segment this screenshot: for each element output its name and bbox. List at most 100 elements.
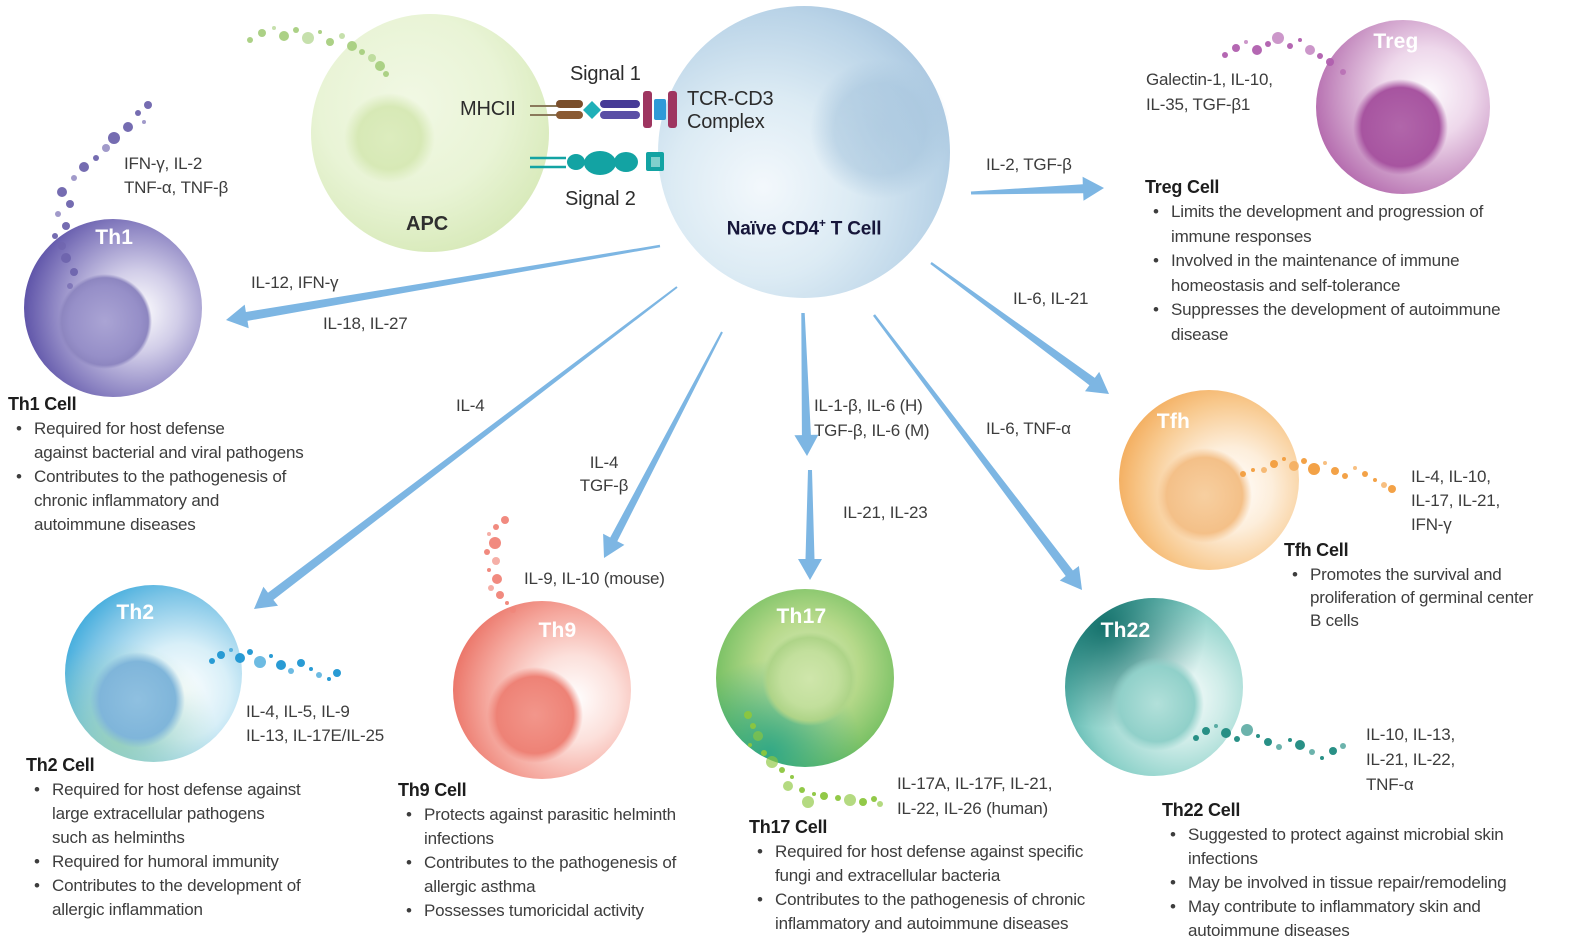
th17-info-block: Th17 Cell Required for host defense agai… <box>749 815 1169 936</box>
cytokine-dot <box>1276 744 1282 750</box>
cytokine-dot <box>235 653 245 663</box>
th9-nucleus <box>486 666 583 763</box>
cytokine-dot <box>1309 749 1315 755</box>
th9-cell: Th9 <box>453 601 631 779</box>
bullet-item: Involved in the maintenance of immune ho… <box>1145 249 1565 298</box>
cytokine-dot <box>1272 32 1284 44</box>
arrow-label-th9: IL-4 TGF-β <box>579 453 629 495</box>
cytokine-dot <box>279 31 289 41</box>
cytokine-dot <box>1388 485 1396 493</box>
tfh-secreted-cytokines: IL-4, IL-10, IL-17, IL-21, IFN-γ <box>1411 467 1501 534</box>
cytokine-dot <box>492 557 500 565</box>
arrow-naive-to-th17-expansion <box>798 470 822 580</box>
signal1-label: Signal 1 <box>570 63 641 85</box>
th2-cell-label: Th2 <box>116 600 155 624</box>
cytokine-dot <box>327 677 331 681</box>
cytokine-dot <box>779 767 785 773</box>
th1-heading: Th1 Cell <box>8 394 77 414</box>
cytokine-dot <box>302 32 314 44</box>
apc-nucleus <box>344 92 435 183</box>
th22-info-block: Th22 Cell Suggested to protect against m… <box>1162 798 1581 943</box>
mhc-tcr-receptor-graphics <box>530 91 677 175</box>
bullet-item: Suggested to protect against microbial s… <box>1162 823 1581 871</box>
cytokine-dot <box>333 669 341 677</box>
cytokine-dot <box>744 711 752 719</box>
cytokine-dot <box>93 155 99 161</box>
arrow-naive-to-tfh <box>930 262 1109 394</box>
tfh-cell-label: Tfh <box>1156 409 1191 433</box>
cytokine-dot <box>1362 471 1368 477</box>
cytokine-dot <box>835 795 841 801</box>
apc-cell <box>311 14 549 252</box>
cytokine-dot <box>1261 467 1267 473</box>
cd3-subunit <box>643 91 652 128</box>
cytokine-dot <box>79 162 89 172</box>
naive-label-text: T Cell <box>825 218 882 240</box>
th1-nucleus <box>57 274 153 369</box>
cytokine-dot <box>1340 69 1346 75</box>
apc-label: APC <box>406 213 449 235</box>
mhcii-domain <box>556 100 583 108</box>
cytokine-dot <box>247 37 253 43</box>
naive-cd4-label: Naïve CD4+ T Cell <box>658 216 950 240</box>
cytokine-dot <box>1353 466 1357 470</box>
cytokine-dot <box>812 792 816 796</box>
cd3-subunit <box>654 99 666 120</box>
th22-cell: Th22 <box>1065 598 1243 776</box>
cytokine-dot <box>318 30 322 34</box>
bullet-item: Contributes to the pathogenesis of chron… <box>8 465 368 537</box>
th2-cell: Th2 <box>65 585 242 762</box>
cytokine-dot <box>1282 457 1286 461</box>
cytokine-dot <box>489 537 501 549</box>
cytokine-dot <box>1320 756 1324 760</box>
cytokine-dot <box>1287 43 1293 49</box>
th9-info-block: Th9 Cell Protects against parasitic helm… <box>398 778 758 923</box>
costim-ligand-domain <box>567 154 585 170</box>
cytokine-dot <box>1342 473 1348 479</box>
cytokine-dot <box>309 667 313 671</box>
tfh-info-block: Tfh Cell Promotes the survival and proli… <box>1284 538 1581 632</box>
treg-secreted-cytokines: Galectin-1, IL-10, IL-35, TGF-β1 <box>1146 70 1273 114</box>
cytokine-dot <box>1301 458 1307 464</box>
secretion-trail-th2 <box>209 648 341 681</box>
cytokine-dot <box>1241 724 1253 736</box>
cytokine-dot <box>55 211 61 217</box>
cytokine-dot <box>1340 743 1346 749</box>
cytokine-dot <box>748 743 752 747</box>
th17-cell-label: Th17 <box>776 605 827 629</box>
th17-bullet-list: Required for host defense against specif… <box>749 840 1169 936</box>
cytokine-dot <box>368 54 376 62</box>
arrow-label-th22: IL-6, TNF-α <box>986 419 1071 438</box>
secreted-cytokine-dot-trails <box>52 26 1396 808</box>
tfh-heading: Tfh Cell <box>1284 540 1349 560</box>
mhcii-domain <box>556 111 583 119</box>
cytokine-dot <box>316 672 322 678</box>
bullet-item: Required for host defense against large … <box>26 778 386 850</box>
cytokine-dot <box>1202 727 1210 735</box>
bullet-item: Contributes to the development of allerg… <box>26 874 386 922</box>
cytokine-dot <box>70 268 78 276</box>
th1-cell-label: Th1 <box>95 226 134 250</box>
th17-secreted-cytokines: IL-17A, IL-17F, IL-21, IL-22, IL-26 (hum… <box>897 774 1053 818</box>
naive-cd4-cell <box>658 6 950 298</box>
cytokine-dot <box>1256 734 1260 738</box>
cytokine-dot <box>1222 52 1228 58</box>
cd3-subunit <box>668 91 677 128</box>
tfh-nucleus <box>1156 447 1253 543</box>
cytokine-dot <box>750 723 756 729</box>
cytokine-dot <box>258 29 266 37</box>
bullet-item: Limits the development and progression o… <box>1145 200 1565 249</box>
cytokine-dot <box>135 110 141 116</box>
cytokine-dot <box>802 796 814 808</box>
th1-secreted-cytokines: IFN-γ, IL-2 TNF-α, TNF-β <box>124 154 229 197</box>
cytokine-dot <box>217 651 225 659</box>
th9-secreted-cytokines: IL-9, IL-10 (mouse) <box>524 569 665 588</box>
secretion-trail-th1 <box>52 101 152 289</box>
treg-bullet-list: Limits the development and progression o… <box>1145 200 1565 347</box>
th22-cell-label: Th22 <box>1100 619 1151 643</box>
cytokine-dot <box>1381 482 1387 488</box>
cytokine-dot <box>254 656 266 668</box>
arrow-naive-to-th17-initial <box>794 313 819 456</box>
cytokine-dot <box>288 668 294 674</box>
cytokine-dot <box>877 801 883 807</box>
